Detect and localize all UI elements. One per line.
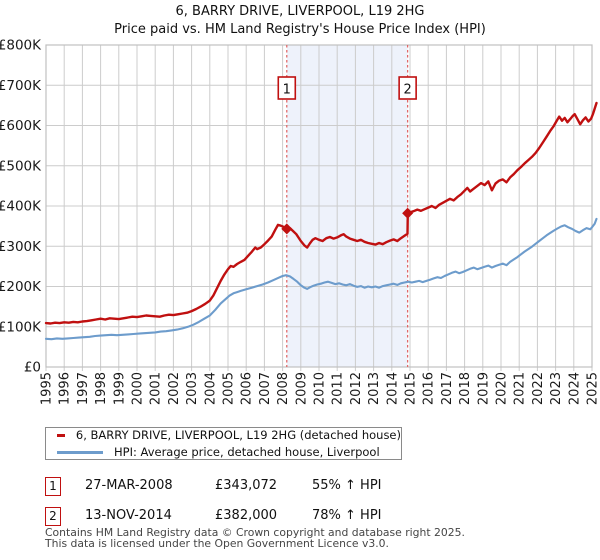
x-tick-label: 2011 [331, 372, 346, 405]
x-tick-label: 2012 [349, 372, 364, 405]
sale-flag-box [398, 76, 417, 100]
plot-border [45, 44, 593, 368]
y-tick-label: £0 [24, 360, 41, 376]
footer-line-2: This data is licensed under the Open Gov… [45, 537, 389, 550]
chart-legend: 6, BARRY DRIVE, LIVERPOOL, L19 2HG (deta… [45, 427, 402, 460]
x-tick-label: 1999 [112, 372, 127, 405]
y-tick-label: £700K [0, 78, 42, 94]
transaction-1-hpi-delta: 55% ↑ HPI [312, 478, 382, 493]
x-tick-label: 2000 [131, 372, 146, 405]
page-title: 6, BARRY DRIVE, LIVERPOOL, L19 2HG [175, 4, 425, 19]
y-tick-label: £200K [0, 279, 42, 295]
price-history-chart: 1 2 £0 £100K £200K £300K £400K £500K £600K £700K £… [0, 38, 600, 406]
x-tick-label: 2020 [495, 372, 510, 405]
x-tick-label: 2024 [567, 372, 582, 405]
hpi-line-swatch [57, 450, 103, 454]
y-tick-label: £600K [0, 118, 42, 134]
sale-flag-number: 2 [403, 83, 411, 98]
transaction-1-price: £343,072 [215, 478, 278, 493]
chart-header: 6, BARRY DRIVE, LIVERPOOL, L19 2HG Price… [0, 3, 600, 39]
x-tick-label: 1996 [58, 372, 73, 405]
legend-item-hpi: HPI: Average price, detached house, Live… [57, 445, 401, 459]
footer-line-1: Contains HM Land Registry data © Crown c… [45, 526, 465, 539]
x-tick-label: 2018 [458, 372, 473, 405]
x-tick-label: 1997 [76, 372, 91, 405]
transaction-1-date: 27-MAR-2008 [85, 478, 173, 493]
sale-point-marker [281, 223, 293, 235]
property-price-line [44, 101, 598, 325]
license-footer: Contains HM Land Registry data © Crown c… [45, 527, 585, 549]
transaction-row-2: 2 13-NOV-2014 £382,000 78% ↑ HPI [0, 507, 600, 527]
x-tick-label: 2013 [367, 372, 382, 405]
transaction-2-date: 13-NOV-2014 [85, 508, 172, 523]
x-tick-label: 2019 [476, 372, 491, 405]
y-tick-label: £500K [0, 158, 42, 174]
property-line-swatch [57, 433, 65, 437]
x-tick-label: 2004 [203, 372, 218, 405]
x-tick-label: 2006 [240, 372, 255, 405]
transaction-2-hpi-delta: 78% ↑ HPI [312, 508, 382, 523]
x-tick-label: 2009 [294, 372, 309, 405]
page-subtitle: Price paid vs. HM Land Registry's House … [114, 22, 486, 37]
x-tick-label: 2023 [549, 372, 564, 405]
x-tick-label: 2016 [422, 372, 437, 405]
transaction-2-price: £382,000 [215, 508, 278, 523]
x-tick-label: 2001 [149, 372, 164, 405]
sale-point-marker [402, 207, 414, 219]
transaction-1-marker: 1 [45, 477, 61, 496]
x-tick-label: 2005 [222, 372, 237, 405]
transaction-2-marker: 2 [45, 507, 61, 526]
x-tick-label: 2007 [258, 372, 273, 405]
x-tick-label: 2002 [167, 372, 182, 405]
legend-label: 6, BARRY DRIVE, LIVERPOOL, L19 2HG (deta… [75, 428, 401, 442]
transaction-row-1: 1 27-MAR-2008 £343,072 55% ↑ HPI [0, 477, 600, 497]
x-tick-label: 2017 [440, 372, 455, 405]
y-tick-label: £400K [0, 199, 42, 215]
x-tick-label: 2015 [404, 372, 419, 405]
x-tick-label: 2021 [513, 372, 528, 405]
sale-flag-box [277, 76, 297, 100]
x-tick-label: 1998 [94, 372, 109, 405]
x-tick-label: 2022 [531, 372, 546, 405]
y-tick-label: £800K [0, 38, 42, 54]
x-tick-label: 2010 [313, 372, 328, 405]
legend-item-property: 6, BARRY DRIVE, LIVERPOOL, L19 2HG (deta… [57, 428, 401, 442]
legend-label: HPI: Average price, detached house, Live… [114, 445, 380, 459]
sale-flag-number: 1 [283, 83, 291, 98]
x-tick-label: 2003 [185, 372, 200, 405]
y-tick-label: £100K [0, 319, 42, 335]
x-tick-label: 2008 [276, 372, 291, 405]
x-tick-label: 2014 [385, 372, 400, 405]
hpi-line [44, 217, 598, 341]
y-tick-label: £300K [0, 239, 42, 255]
x-tick-label: 1995 [40, 372, 55, 405]
x-tick-label: 2025 [586, 372, 600, 405]
